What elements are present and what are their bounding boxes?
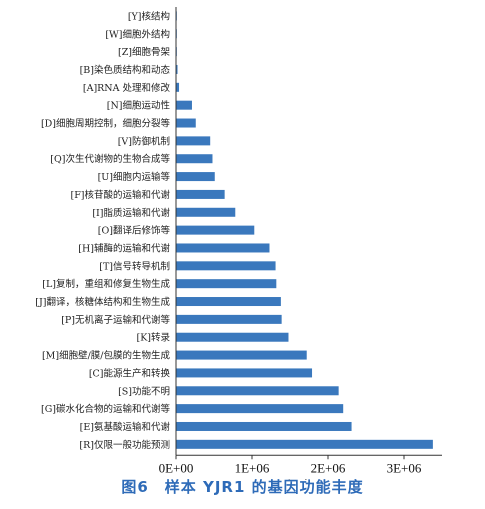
- bar: [176, 243, 270, 253]
- category-labels: [Y]核结构 [W]细胞外结构 [Z]细胞骨架 [B]染色质结构和动态 [A]RNA 处…: [35, 10, 170, 450]
- bar: [176, 100, 192, 110]
- category-label: [B]染色质结构和动态: [80, 64, 171, 76]
- x-axis-title: 频率: [285, 478, 313, 480]
- category-label: [J]翻译，核糖体结构和生物生成: [35, 296, 170, 308]
- category-label: [S]功能不明: [118, 385, 170, 397]
- x-tick-label: 1E+06: [235, 460, 270, 475]
- x-tick-label: 0E+00: [159, 460, 194, 475]
- category-label: [L]复制，重组和修复生物生成: [42, 278, 170, 290]
- x-tick-label: 3E+06: [387, 460, 422, 475]
- category-label: [I]脂质运输和代谢: [92, 207, 170, 219]
- category-label: [D]细胞周期控制，细胞分裂等: [41, 118, 171, 130]
- x-tick-label: 2E+06: [311, 460, 346, 475]
- category-label: [P]无机离子运输和代谢等: [61, 314, 170, 326]
- bar: [176, 64, 178, 74]
- category-label: [W]细胞外结构: [105, 28, 170, 40]
- bar: [176, 350, 307, 360]
- category-label: [K]转录: [136, 332, 170, 344]
- category-label: [R]仅限一般功能预测: [79, 439, 170, 451]
- category-label: [N]细胞运动性: [107, 100, 171, 112]
- figure-caption: 图6 样本 YJR1 的基因功能丰度: [121, 478, 364, 496]
- bar: [176, 297, 281, 307]
- bars: [176, 11, 433, 449]
- category-label: [V]防御机制: [118, 135, 170, 147]
- category-label: [O]翻译后修饰等: [98, 225, 171, 237]
- category-label: [G]碳水化合物的运输和代谢等: [41, 403, 171, 415]
- bar: [176, 189, 225, 199]
- x-axis-ticks: 0E+00 1E+06 2E+06 3E+06: [159, 455, 422, 475]
- category-label: [E]氨基酸运输和代谢: [80, 421, 171, 433]
- bar: [176, 82, 180, 92]
- bar: [176, 421, 352, 431]
- bar: [176, 154, 213, 164]
- category-label: [F]核苷酸的运输和代谢: [70, 189, 170, 201]
- bar: [176, 439, 433, 449]
- bar: [176, 386, 339, 396]
- bar: [176, 207, 236, 217]
- bar: [176, 118, 196, 128]
- category-label: [Z]细胞骨架: [118, 46, 171, 58]
- bar: [176, 225, 255, 235]
- category-label: [A]RNA 处理和修改: [83, 82, 171, 94]
- category-label: [C]能源生产和转换: [89, 367, 171, 379]
- category-label: [U]细胞内运输等: [98, 171, 171, 183]
- bar: [176, 279, 277, 289]
- category-label: [M]细胞壁/膜/包膜的生物生成: [42, 350, 171, 362]
- bar: [176, 404, 344, 414]
- bar: [176, 172, 215, 182]
- category-label: [H]辅酶的运输和代谢: [78, 242, 170, 254]
- category-label: [Q]次生代谢物的生物合成等: [50, 153, 170, 165]
- category-label: [T]信号转导机制: [99, 260, 170, 272]
- bar-chart: [Y]核结构 [W]细胞外结构 [Z]细胞骨架 [B]染色质结构和动态 [A]RNA 处…: [35, 7, 442, 480]
- bar: [176, 368, 313, 378]
- category-label: [Y]核结构: [128, 10, 170, 22]
- bar: [176, 261, 276, 271]
- bar: [176, 136, 211, 146]
- bar: [176, 314, 282, 324]
- bar: [176, 332, 289, 342]
